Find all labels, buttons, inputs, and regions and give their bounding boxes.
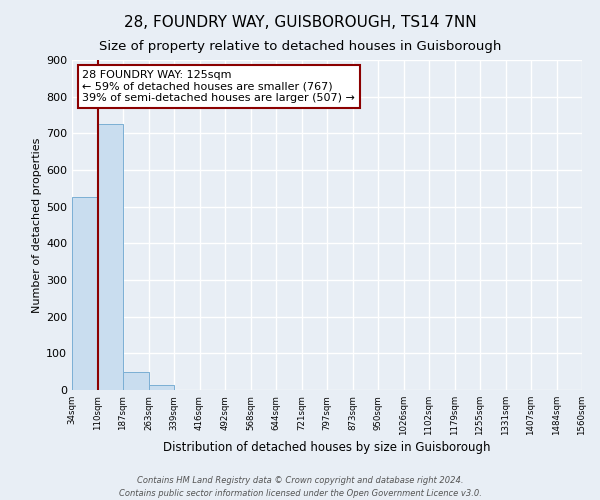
Bar bbox=[72, 197, 97, 390]
Text: Size of property relative to detached houses in Guisborough: Size of property relative to detached ho… bbox=[99, 40, 501, 53]
Y-axis label: Number of detached properties: Number of detached properties bbox=[32, 138, 42, 312]
Bar bbox=[97, 124, 123, 390]
Bar bbox=[123, 372, 149, 390]
Text: 28, FOUNDRY WAY, GUISBOROUGH, TS14 7NN: 28, FOUNDRY WAY, GUISBOROUGH, TS14 7NN bbox=[124, 15, 476, 30]
Text: 28 FOUNDRY WAY: 125sqm
← 59% of detached houses are smaller (767)
39% of semi-de: 28 FOUNDRY WAY: 125sqm ← 59% of detached… bbox=[82, 70, 355, 103]
Bar bbox=[149, 385, 174, 390]
X-axis label: Distribution of detached houses by size in Guisborough: Distribution of detached houses by size … bbox=[163, 441, 491, 454]
Text: Contains HM Land Registry data © Crown copyright and database right 2024.
Contai: Contains HM Land Registry data © Crown c… bbox=[119, 476, 481, 498]
